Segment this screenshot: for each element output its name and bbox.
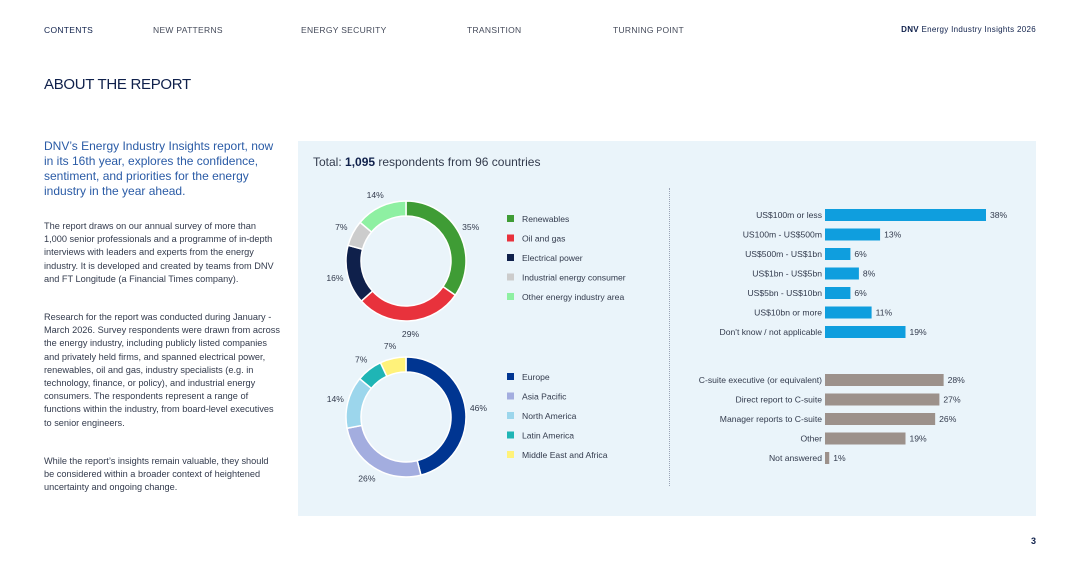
respondents-total: Total: 1,095 respondents from 96 countri… (313, 155, 540, 169)
bars0-value-1: 13% (884, 230, 902, 240)
bars1-category-0: C-suite executive (or equivalent) (699, 375, 822, 385)
bars1-value-2: 26% (939, 414, 957, 424)
donut1-label-0: 46% (470, 403, 488, 413)
bars0-category-5: US$10bn or more (754, 308, 822, 318)
donut0-legend-label-4: Other energy industry area (522, 292, 624, 302)
bars1-bar-3 (825, 432, 906, 445)
bars1-bar-4 (825, 452, 830, 464)
donut1-label-1: 26% (358, 474, 376, 484)
bars1-value-0: 28% (948, 375, 966, 385)
bars0-value-3: 8% (863, 269, 876, 279)
bars0-bar-6 (825, 326, 906, 338)
donut0-legend-label-2: Electrical power (522, 253, 583, 263)
donut0-slice-4 (359, 200, 407, 234)
total-prefix: Total: (313, 155, 346, 169)
paragraph-context: While the report’s insights remain valua… (44, 456, 269, 493)
donut1-label-4: 7% (384, 341, 397, 351)
donut0-label-2: 16% (326, 273, 344, 283)
donut1-legend-label-3: Latin America (522, 431, 574, 441)
donut1-label-2: 14% (327, 394, 345, 404)
donut0-legend-label-3: Industrial energy consumer (522, 273, 626, 283)
bars1-value-3: 19% (910, 434, 928, 444)
donut1-slice-0 (405, 356, 467, 477)
bars1-bar-0 (825, 374, 944, 386)
bars0-bar-5 (825, 306, 872, 319)
page-number: 3 (1030, 536, 1036, 546)
bars0-bar-4 (825, 287, 851, 299)
bars1-category-1: Direct report to C-suite (736, 395, 823, 405)
bars0-bar-2 (825, 248, 851, 260)
donut1-legend-swatch-0 (507, 373, 514, 380)
donut1-legend-label-0: Europe (522, 372, 550, 382)
bars1-category-3: Other (801, 434, 823, 444)
donut0-slice-1 (360, 285, 457, 322)
bars0-value-6: 19% (910, 327, 928, 337)
donut1-legend-swatch-4 (507, 451, 514, 458)
brand-title: Energy Industry Insights 2026 (918, 25, 1036, 34)
report-brand: DNV Energy Industry Insights 2026 (901, 25, 1036, 34)
donut1-legend-label-2: North America (522, 411, 577, 421)
nav-turning-point[interactable]: TURNING POINT (613, 25, 684, 35)
bars1-bar-2 (825, 413, 936, 425)
bars0-bar-3 (825, 267, 859, 280)
donut0-label-3: 7% (335, 222, 348, 232)
bars0-category-1: US100m - US$500m (743, 230, 822, 240)
bars0-bar-1 (825, 228, 881, 241)
donut1-legend-label-4: Middle East and Africa (522, 450, 608, 460)
donut1-legend-label-1: Asia Pacific (522, 392, 567, 402)
donut0-legend-swatch-1 (507, 234, 514, 242)
bars1-bar-1 (825, 393, 940, 406)
nav-new-patterns[interactable]: NEW PATTERNS (153, 25, 223, 35)
donut1-slice-2 (345, 377, 373, 430)
donut0-legend-swatch-3 (507, 273, 514, 281)
bars1-value-4: 1% (833, 453, 846, 463)
total-count: 1,095 (345, 155, 376, 169)
donut0-legend-label-1: Oil and gas (522, 234, 565, 244)
donut0-label-1: 29% (402, 329, 420, 339)
donut0-label-0: 35% (462, 222, 480, 232)
donut1-legend-swatch-3 (507, 431, 514, 439)
donut1-slice-4 (379, 356, 407, 378)
bars0-value-4: 6% (854, 288, 867, 298)
donut0-legend-swatch-4 (507, 293, 514, 300)
donut1-legend-swatch-1 (507, 392, 514, 400)
donut1-label-3: 7% (355, 354, 368, 364)
donut0-slice-0 (405, 200, 467, 297)
panel-divider (669, 188, 670, 486)
bars0-category-6: Don't know / not applicable (720, 327, 823, 337)
intro-text: DNV’s Energy Industry Insights report, n… (44, 139, 274, 198)
bars1-category-4: Not answered (769, 453, 822, 463)
bars0-category-4: US$5bn - US$10bn (747, 288, 822, 298)
bars0-value-2: 6% (854, 249, 867, 259)
bars0-category-2: US$500m - US$1bn (745, 249, 822, 259)
donut0-label-4: 14% (367, 190, 385, 200)
donut0-legend-swatch-0 (507, 215, 514, 222)
bars0-category-3: US$1bn - US$5bn (752, 269, 822, 279)
nav-contents[interactable]: CONTENTS (44, 25, 94, 35)
total-suffix: respondents from 96 countries (375, 155, 541, 169)
donut1-slice-1 (346, 424, 422, 478)
nav-energy-security[interactable]: ENERGY SECURITY (301, 25, 387, 35)
donut1-legend-swatch-2 (507, 412, 514, 419)
page-title: ABOUT THE REPORT (44, 76, 191, 93)
paragraph-survey: The report draws on our annual survey of… (44, 221, 274, 284)
brand-name: DNV (901, 25, 919, 34)
bars0-value-5: 11% (876, 308, 893, 318)
paragraph-research: Research for the report was conducted du… (44, 312, 280, 428)
bars1-value-1: 27% (943, 395, 961, 405)
donut0-legend-swatch-2 (507, 254, 514, 261)
top-navigation: CONTENTS NEW PATTERNS ENERGY SECURITY TR… (0, 25, 1080, 39)
donut0-legend-label-0: Renewables (522, 214, 569, 224)
donut0-slice-2 (345, 244, 374, 303)
bars0-bar-0 (825, 209, 986, 221)
nav-transition[interactable]: TRANSITION (467, 25, 522, 35)
bars0-value-0: 38% (990, 210, 1008, 220)
bars0-category-0: US$100m or less (756, 210, 822, 220)
bars1-category-2: Manager reports to C-suite (720, 414, 822, 424)
